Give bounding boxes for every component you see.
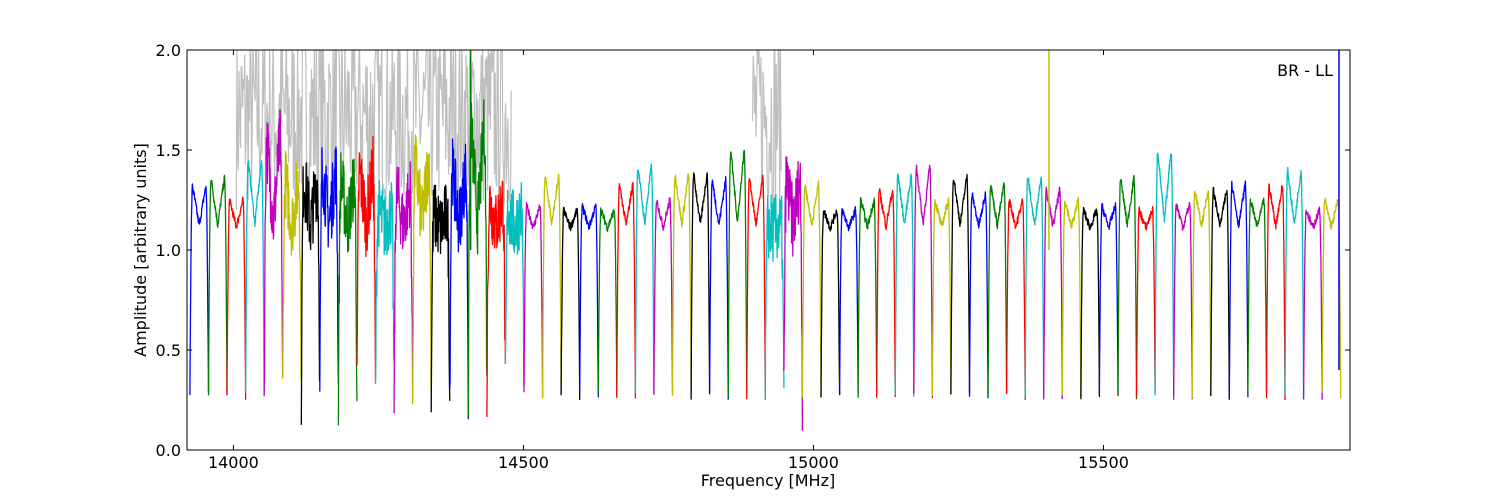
- series-channel-55: [1210, 186, 1230, 400]
- series-channel-3: [244, 159, 265, 397]
- series-channel-1: [207, 174, 228, 396]
- series-channel-54: [1191, 189, 1212, 399]
- x-tick-label: 14500: [498, 453, 549, 472]
- series-channel-12: [411, 134, 432, 405]
- series-channel-50: [1117, 174, 1138, 400]
- series-channel-32: [783, 156, 804, 431]
- series-channel-51: [1135, 206, 1156, 397]
- x-tick-label: 15500: [1078, 453, 1129, 472]
- series-channel-59: [1284, 166, 1305, 400]
- series-channel-15: [467, 98, 488, 418]
- series-channel-35: [838, 206, 859, 396]
- series-channel-42: [968, 191, 989, 399]
- series-channel-31: [764, 194, 785, 400]
- series-channel-29: [727, 149, 748, 398]
- series-channel-33: [801, 180, 822, 398]
- series-channel-9: [356, 135, 377, 382]
- series-channel-10: [374, 180, 395, 384]
- x-axis-label: Frequency [MHz]: [701, 471, 835, 490]
- series-channel-44: [1005, 198, 1026, 400]
- series-channel-39: [913, 164, 934, 399]
- raw-noise-1: [751, 50, 782, 211]
- series-channel-30: [746, 174, 766, 400]
- series-channel-34: [820, 209, 841, 398]
- y-tick-label: 0.5: [156, 341, 181, 360]
- series-channel-6: [300, 162, 321, 425]
- series-channel-60: [1302, 206, 1323, 400]
- series-channel-16: [486, 180, 507, 418]
- series-channel-11: [393, 161, 414, 414]
- series-channel-49: [1098, 202, 1119, 395]
- series-channel-53: [1173, 201, 1193, 400]
- series-channel-43: [987, 182, 1008, 398]
- series-channel-45: [1024, 176, 1045, 400]
- series-channel-2: [226, 196, 247, 400]
- chart-annotation: BR - LL: [1277, 61, 1333, 80]
- ticks-layer: 14000 14500 15000 15500 0.0 0.5 1.0 1.5 2.0: [156, 41, 1350, 472]
- series-channel-14: [449, 138, 469, 420]
- series-channel-24: [634, 163, 655, 394]
- series-channel-46: [1043, 186, 1063, 400]
- series-channel-23: [616, 181, 637, 399]
- series-channel-41: [950, 174, 971, 395]
- series-channel-17: [504, 181, 525, 386]
- series-channel-36: [857, 197, 878, 398]
- series-channel-20: [560, 206, 581, 400]
- series-channel-22: [597, 207, 618, 397]
- series-channel-47: [1061, 196, 1082, 398]
- series-channel-13: [430, 184, 451, 413]
- series-channel-27: [690, 172, 711, 400]
- series-layer: [189, 50, 1342, 431]
- y-tick-label: 0.0: [156, 441, 181, 460]
- series-channel-21: [579, 203, 599, 398]
- series-channel-61: [1321, 197, 1342, 399]
- series-channel-0: [189, 183, 210, 395]
- x-tick-label: 15000: [788, 453, 839, 472]
- series-channel-18: [523, 201, 544, 397]
- series-channel-5: [282, 150, 302, 382]
- series-channel-48: [1080, 206, 1101, 400]
- x-tick-label: 14000: [208, 453, 259, 472]
- series-channel-19: [541, 173, 562, 399]
- series-channel-38: [894, 173, 915, 397]
- y-axis-label: Amplitude [arbitrary units]: [131, 143, 150, 357]
- series-channel-28: [708, 176, 729, 400]
- series-channel-58: [1265, 183, 1286, 401]
- y-tick-label: 1.5: [156, 141, 181, 160]
- series-channel-8: [337, 152, 358, 426]
- series-channel-25: [653, 197, 674, 395]
- y-tick-label: 2.0: [156, 41, 181, 60]
- y-tick-label: 1.0: [156, 241, 181, 260]
- series-channel-26: [671, 173, 692, 396]
- series-channel-57: [1247, 197, 1268, 393]
- series-channel-7: [319, 146, 340, 392]
- series-channel-56: [1228, 180, 1249, 399]
- series-channel-4: [263, 109, 284, 396]
- series-channel-40: [931, 197, 952, 397]
- series-channel-52: [1154, 152, 1175, 396]
- series-channel-37: [876, 188, 896, 398]
